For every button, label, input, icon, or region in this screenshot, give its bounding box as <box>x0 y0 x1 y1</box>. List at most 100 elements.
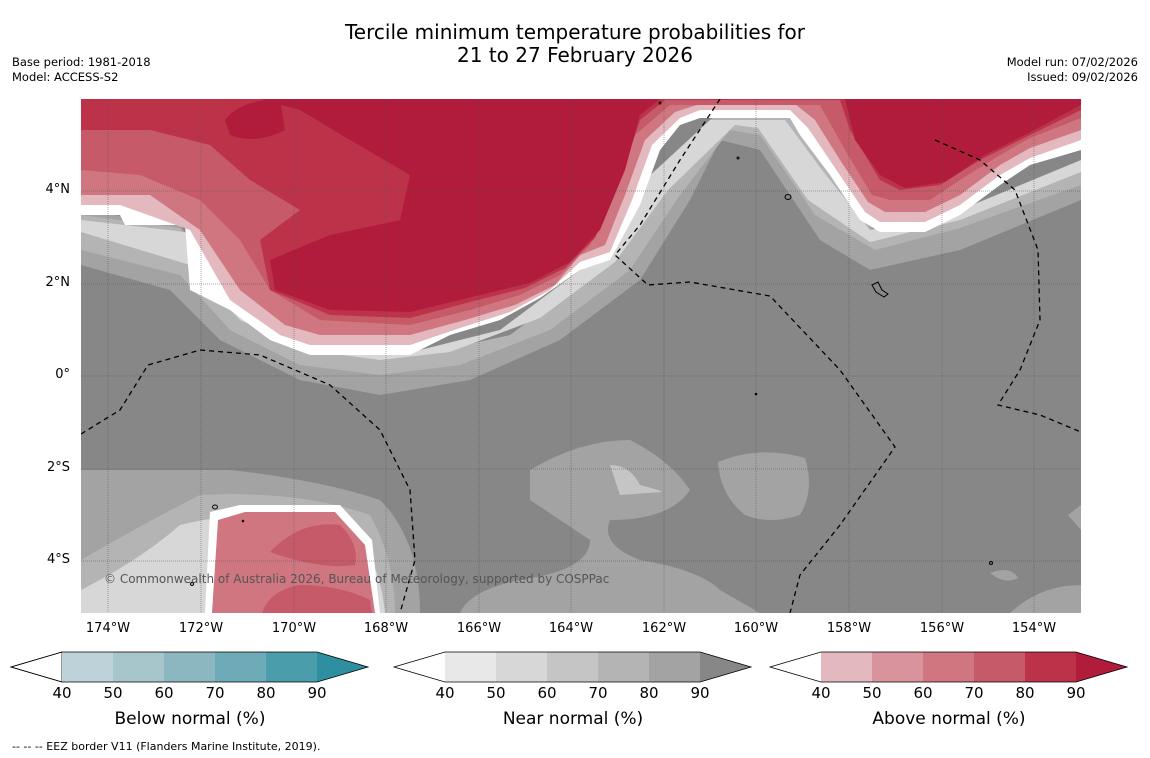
above-normal-core-ne <box>845 99 1081 188</box>
cb2-tick-80: 80 <box>1015 684 1035 702</box>
lon-label-170w: 170°W <box>271 621 317 636</box>
cb1-swatch-80-90 <box>649 652 700 682</box>
cb2-tick-70: 70 <box>964 684 984 702</box>
island-8 <box>754 392 758 396</box>
island-9 <box>241 519 245 523</box>
lon-label-160w: 160°W <box>733 621 779 636</box>
eez-borders <box>81 99 1081 613</box>
cb2-swatch-over <box>1076 652 1127 682</box>
eez-border-kiribati <box>934 139 1081 433</box>
cb1-swatch-50-60 <box>496 652 547 682</box>
colorbar-below-normal: 40 50 60 70 80 90 Below normal (%) <box>9 651 372 729</box>
eez-footer-note: -- -- -- EEZ border V11 (Flanders Marine… <box>12 740 321 753</box>
near-normal-patch-east-edge <box>1068 505 1081 530</box>
colorbar-above-normal: 40 50 60 70 80 90 Above normal (%) <box>768 651 1131 729</box>
cb0-tick-90: 90 <box>307 684 327 702</box>
island-7 <box>658 101 662 105</box>
cb0-swatch-70-80 <box>215 652 266 682</box>
lon-label-166w: 166°W <box>456 621 502 636</box>
meta-right: Model run: 07/02/2026 Issued: 09/02/2026 <box>1007 55 1138 85</box>
cb1-tick-70: 70 <box>588 684 608 702</box>
island-5 <box>989 561 993 565</box>
island-1 <box>784 194 792 200</box>
issued-text: Issued: 09/02/2026 <box>1027 70 1138 84</box>
cb2-swatch-80-90 <box>1025 652 1076 682</box>
meta-left: Base period: 1981-2018 Model: ACCESS-S2 <box>12 55 151 85</box>
cb0-swatch-80-90 <box>266 652 317 682</box>
cb2-swatch-under <box>770 652 821 682</box>
cb1-tick-80: 80 <box>639 684 659 702</box>
island-2 <box>871 281 889 298</box>
grid-lines <box>81 99 1081 613</box>
cb1-tick-50: 50 <box>486 684 506 702</box>
lat-label-4n: 4°N <box>45 182 71 197</box>
above-normal-core <box>260 99 660 312</box>
cb2-tick-90: 90 <box>1066 684 1086 702</box>
cb0-tick-60: 60 <box>154 684 174 702</box>
cb1-swatch-40-50 <box>445 652 496 682</box>
colorbar-near-normal: 40 50 60 70 80 90 Near normal (%) <box>392 651 755 729</box>
lat-label-0: 0° <box>55 367 70 382</box>
cb0-tick-50: 50 <box>103 684 123 702</box>
cb2-swatch-40-50 <box>821 652 872 682</box>
cb1-tick-40: 40 <box>435 684 455 702</box>
near-normal-patch-central <box>460 440 760 613</box>
near-normal-band-nw2 <box>81 115 1081 375</box>
cb0-swatch-60-70 <box>164 652 215 682</box>
near-normal-patch-east <box>718 452 809 520</box>
map-title-line1: Tercile minimum temperature probabilitie… <box>344 20 806 44</box>
cb2-title: Above normal (%) <box>872 709 1026 729</box>
cb0-tick-80: 80 <box>256 684 276 702</box>
cb0-tick-40: 40 <box>52 684 72 702</box>
cb2-tick-60: 60 <box>913 684 933 702</box>
cb1-outline <box>392 651 753 683</box>
colorbar-near-normal-swatches <box>392 651 753 683</box>
cb2-tick-40: 40 <box>811 684 831 702</box>
above-normal-sw-core <box>270 524 356 567</box>
island-3 <box>212 504 218 510</box>
lat-label-2s: 2°S <box>46 460 70 475</box>
near-normal-patch-se <box>990 569 1018 581</box>
lon-label-174w: 174°W <box>85 621 131 636</box>
cb2-outline <box>768 651 1129 683</box>
cb1-tick-60: 60 <box>537 684 557 702</box>
cb0-swatch-50-60 <box>113 652 164 682</box>
lon-label-168w: 168°W <box>363 621 409 636</box>
colorbar-below-normal-swatches <box>9 651 370 683</box>
model-text: Model: ACCESS-S2 <box>12 70 119 84</box>
island-4 <box>190 582 194 586</box>
cb1-title: Near normal (%) <box>502 709 644 729</box>
lat-label-2n: 2°N <box>45 275 71 290</box>
model-run-text: Model run: 07/02/2026 <box>1006 55 1138 69</box>
cb1-swatch-70-80 <box>598 652 649 682</box>
cb2-swatch-60-70 <box>923 652 974 682</box>
lon-label-156w: 156°W <box>919 621 965 636</box>
lon-label-162w: 162°W <box>641 621 687 636</box>
above-normal-sw-core2 <box>262 585 372 613</box>
cb1-swatch-over <box>700 652 751 682</box>
island-6 <box>736 156 740 160</box>
lat-label-4s: 4°S <box>46 552 70 567</box>
colorbar-above-normal-swatches <box>768 651 1129 683</box>
copyright-text: © Commonwealth of Australia 2026, Bureau… <box>104 572 610 586</box>
cb2-swatch-50-60 <box>872 652 923 682</box>
cb2-tick-50: 50 <box>862 684 882 702</box>
lon-label-154w: 154°W <box>1011 621 1057 636</box>
cb1-swatch-60-70 <box>547 652 598 682</box>
near-normal-patch-light <box>610 465 662 495</box>
near-normal-patch-se2 <box>1010 585 1081 613</box>
cb0-title: Below normal (%) <box>114 709 266 729</box>
cb0-outline <box>9 651 370 683</box>
cb0-swatch-over <box>317 652 368 682</box>
lon-label-164w: 164°W <box>548 621 594 636</box>
cb1-swatch-under <box>394 652 445 682</box>
eez-border-tokelau <box>614 99 896 613</box>
cb0-swatch-under <box>9 651 63 683</box>
base-period-text: Base period: 1981-2018 <box>12 55 151 69</box>
eez-border-samoa <box>81 349 416 613</box>
lon-label-158w: 158°W <box>826 621 872 636</box>
cb0-swatch-40-50 <box>62 652 113 682</box>
map-title-line2: 21 to 27 February 2026 <box>457 43 693 67</box>
lon-label-172w: 172°W <box>178 621 224 636</box>
islands <box>190 101 993 586</box>
